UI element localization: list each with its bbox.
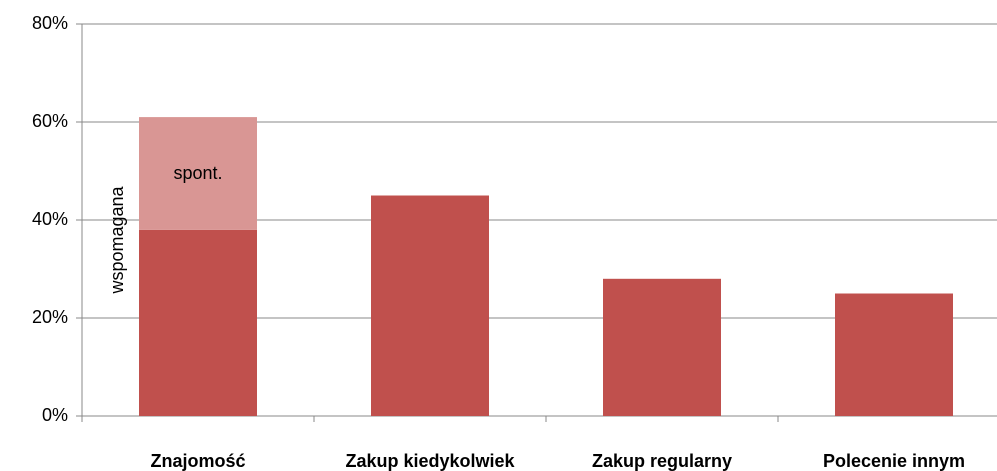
y-tick-label: 60% [32, 111, 68, 131]
x-tick-label: Znajomość [150, 451, 245, 471]
y-tick-label: 0% [42, 405, 68, 425]
series-label: spont. [173, 163, 222, 183]
bar-segment [835, 293, 953, 416]
bar-segment [603, 278, 721, 416]
x-tick-label: Polecenie innym [823, 451, 965, 471]
bar-segment [139, 229, 257, 416]
bar-segment [139, 117, 257, 230]
x-tick-label: Zakup kiedykolwiek [345, 451, 515, 471]
y-tick-label: 20% [32, 307, 68, 327]
series-label: wspomagana [107, 185, 127, 294]
y-tick-label: 80% [32, 13, 68, 33]
x-tick-label: Zakup regularny [592, 451, 732, 471]
bar-segment [371, 195, 489, 416]
y-tick-label: 40% [32, 209, 68, 229]
